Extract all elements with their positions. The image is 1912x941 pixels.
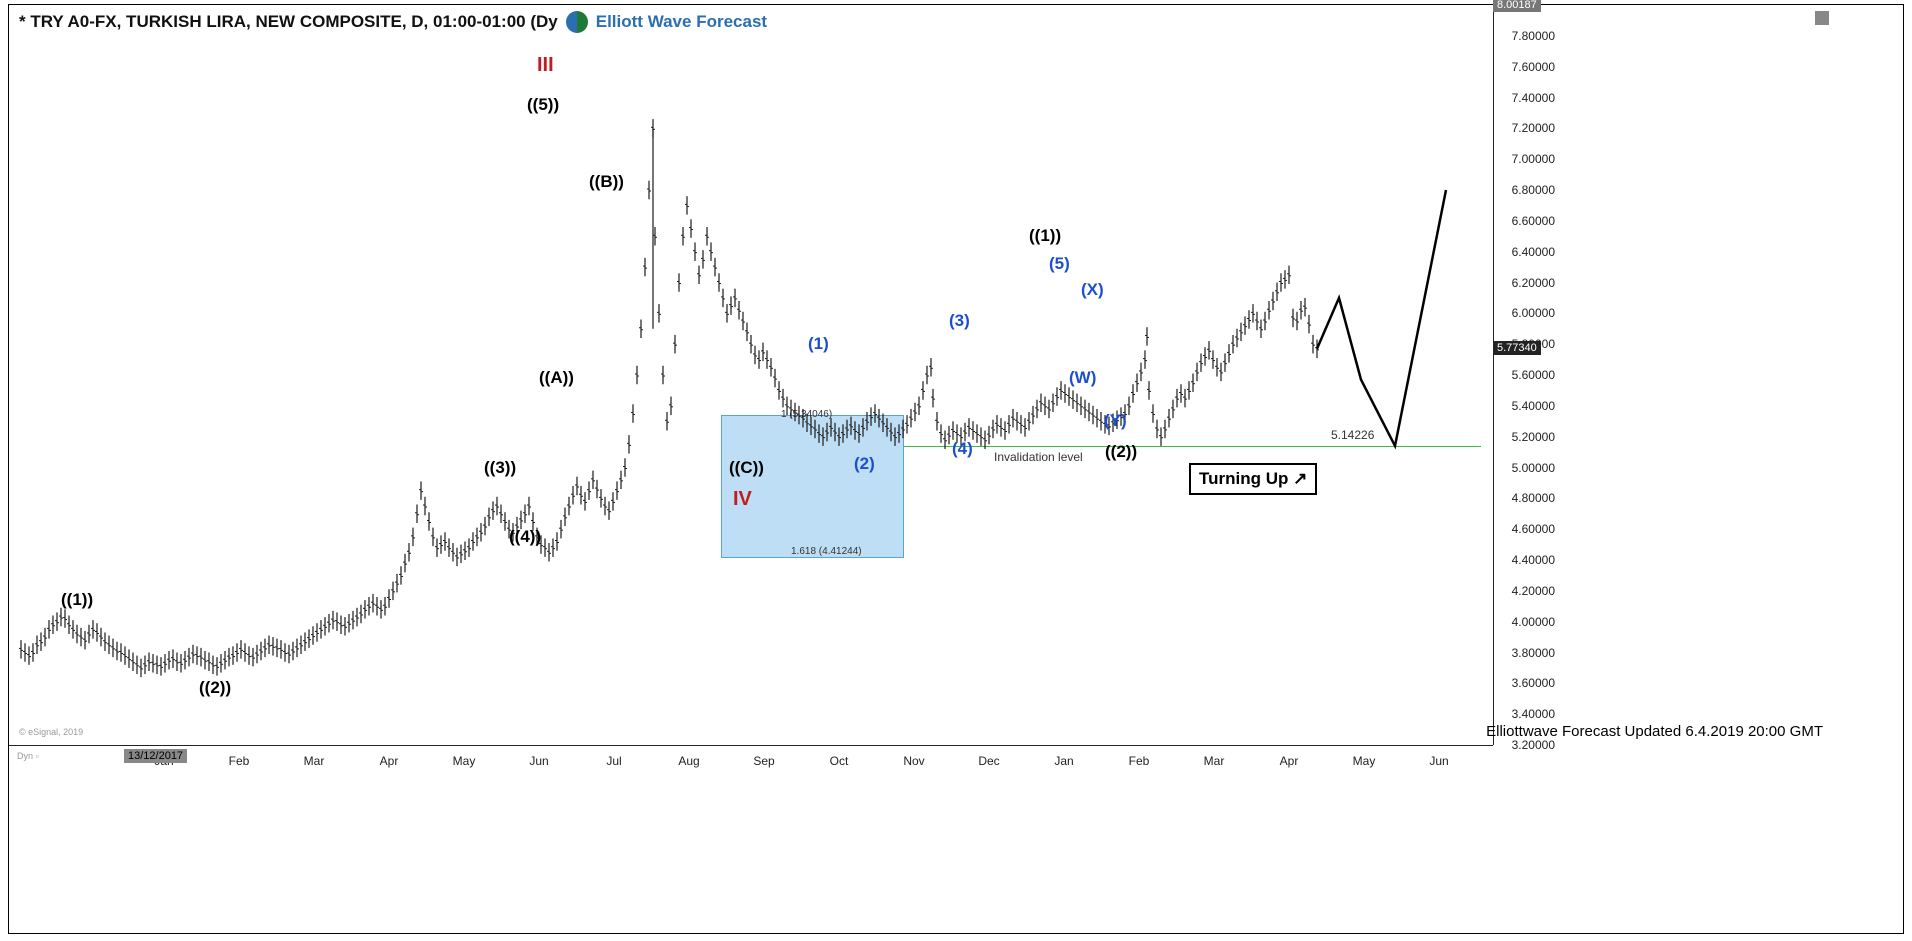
y-tick: 4.60000 (1512, 522, 1555, 536)
wave-label: IV (733, 488, 752, 511)
y-tick: 7.40000 (1512, 91, 1555, 105)
y-tick: 6.60000 (1512, 214, 1555, 228)
y-tick: 6.80000 (1512, 183, 1555, 197)
x-tick: May (453, 754, 476, 768)
y-tick: 4.20000 (1512, 584, 1555, 598)
maximize-icon[interactable] (1815, 11, 1829, 25)
forecast-updated: Elliottwave Forecast Updated 6.4.2019 20… (1486, 723, 1823, 740)
x-tick: Jan (1054, 754, 1073, 768)
x-tick: Aug (678, 754, 699, 768)
wave-label: (1) (808, 334, 829, 354)
wave-label: III (537, 54, 554, 77)
wave-label: ((C)) (729, 458, 764, 478)
chart-header: * TRY A0-FX, TURKISH LIRA, NEW COMPOSITE… (19, 11, 767, 33)
x-tick: Nov (903, 754, 924, 768)
x-tick: May (1353, 754, 1376, 768)
cursor-date-box: 13/12/2017 (124, 749, 187, 763)
x-tick: Dec (978, 754, 999, 768)
dyn-label: Dyn ▫ (17, 751, 39, 761)
x-tick: Oct (830, 754, 849, 768)
header-title-text: * TRY A0-FX, TURKISH LIRA, NEW COMPOSITE… (19, 12, 558, 32)
x-tick: Sep (753, 754, 774, 768)
wave-label: (3) (949, 311, 970, 331)
top-price-tag: 8.00187 (1493, 0, 1541, 12)
wave-label: ((5)) (527, 95, 559, 115)
y-tick: 5.20000 (1512, 430, 1555, 444)
x-tick: Jun (1429, 754, 1448, 768)
y-tick: 5.00000 (1512, 461, 1555, 475)
y-tick: 3.60000 (1512, 676, 1555, 690)
y-tick: 7.60000 (1512, 60, 1555, 74)
y-tick: 3.20000 (1512, 738, 1555, 752)
wave-label: (Y) (1104, 411, 1127, 431)
y-tick: 5.40000 (1512, 399, 1555, 413)
x-tick: Mar (1204, 754, 1225, 768)
wave-label: (X) (1081, 280, 1104, 300)
chart-container: * TRY A0-FX, TURKISH LIRA, NEW COMPOSITE… (8, 4, 1904, 934)
wave-label: ((B)) (589, 172, 624, 192)
y-tick: 4.80000 (1512, 491, 1555, 505)
y-tick: 6.00000 (1512, 306, 1555, 320)
invalidation-value: 5.14226 (1331, 428, 1374, 442)
x-tick: Jun (529, 754, 548, 768)
wave-label: ((1)) (61, 590, 93, 610)
wave-label: ((3)) (484, 458, 516, 478)
x-tick: Feb (229, 754, 250, 768)
y-tick: 7.20000 (1512, 121, 1555, 135)
y-tick: 3.40000 (1512, 707, 1555, 721)
invalidation-text: Invalidation level (994, 450, 1083, 464)
turning-up-badge: Turning Up ↗ (1189, 463, 1317, 495)
y-tick: 4.00000 (1512, 615, 1555, 629)
x-tick: Apr (1280, 754, 1299, 768)
current-price-tag: 5.77340 (1493, 341, 1541, 355)
projection-path (9, 5, 1493, 745)
ewf-logo-text: Elliott Wave Forecast (596, 12, 767, 32)
wave-label: ((2)) (199, 678, 231, 698)
y-tick: 7.80000 (1512, 29, 1555, 43)
y-tick: 7.00000 (1512, 152, 1555, 166)
wave-label: ((A)) (539, 368, 574, 388)
wave-label: (5) (1049, 254, 1070, 274)
x-tick: Feb (1129, 754, 1150, 768)
footer-credit: © eSignal, 2019 (19, 727, 83, 737)
wave-label: ((1)) (1029, 226, 1061, 246)
y-tick: 4.40000 (1512, 553, 1555, 567)
wave-label: (2) (854, 454, 875, 474)
wave-label: ((4)) (509, 527, 541, 547)
ewf-logo-icon (566, 11, 588, 33)
y-tick: 3.80000 (1512, 646, 1555, 660)
y-axis: 7.80000 7.60000 7.40000 7.20000 7.00000 6.800… (1493, 5, 1563, 745)
x-tick: Jul (606, 754, 621, 768)
x-tick: Mar (304, 754, 325, 768)
y-tick: 6.40000 (1512, 245, 1555, 259)
x-tick: Apr (380, 754, 399, 768)
wave-label: (W) (1069, 368, 1096, 388)
wave-label: ((2)) (1105, 442, 1137, 462)
y-tick: 5.60000 (1512, 368, 1555, 382)
y-tick: 6.20000 (1512, 276, 1555, 290)
wave-label: (4) (952, 439, 973, 459)
x-axis: JanFebMarAprMayJunJulAugSepOctNovDecJanF… (9, 745, 1493, 781)
